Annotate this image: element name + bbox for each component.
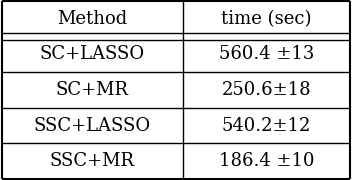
Text: SSC+LASSO: SSC+LASSO (34, 117, 151, 135)
Text: SC+LASSO: SC+LASSO (40, 45, 145, 63)
Text: 540.2±12: 540.2±12 (222, 117, 311, 135)
Text: SC+MR: SC+MR (56, 81, 129, 99)
Text: 250.6±18: 250.6±18 (222, 81, 312, 99)
Text: time (sec): time (sec) (221, 10, 312, 28)
Text: 560.4 ±13: 560.4 ±13 (219, 45, 314, 63)
Text: Method: Method (57, 10, 127, 28)
Text: 186.4 ±10: 186.4 ±10 (219, 152, 314, 170)
Text: SSC+MR: SSC+MR (50, 152, 135, 170)
